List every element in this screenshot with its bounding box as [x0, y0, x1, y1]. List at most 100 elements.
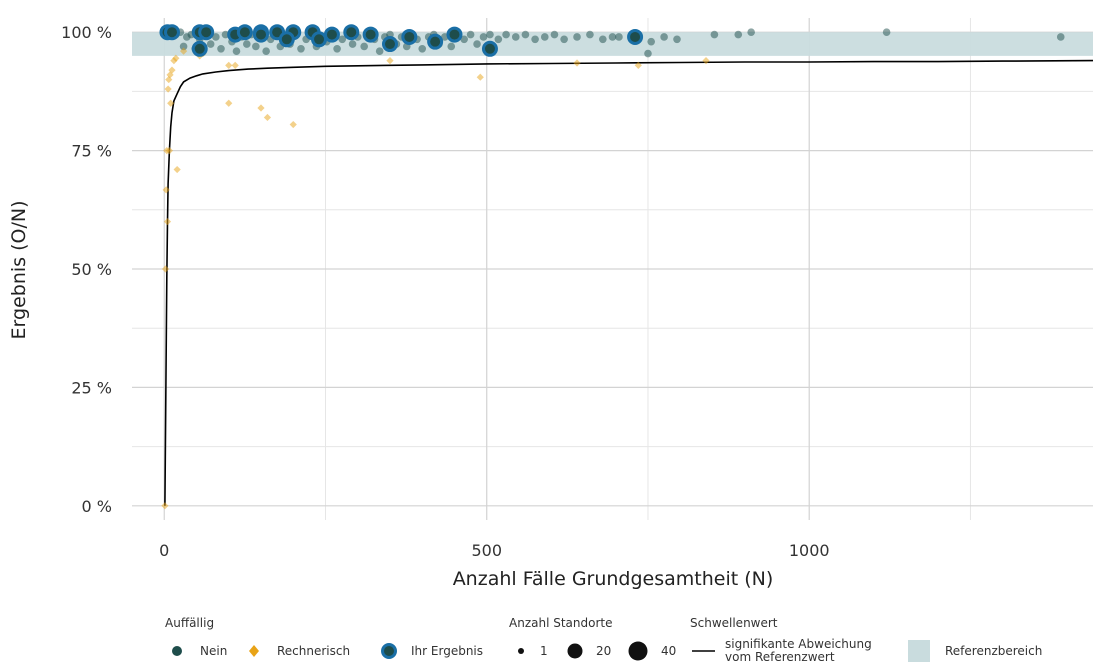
y-tick-label: 50 %: [71, 260, 112, 279]
point-ihr-ergebnis: [198, 24, 215, 41]
point-nein: [252, 42, 260, 51]
point-nein: [494, 35, 503, 44]
legend-symbol-referenzbereich: [908, 640, 930, 662]
point-rechnerisch: [225, 99, 233, 107]
legend-label-threshold-2: vom Referenzwert: [725, 650, 835, 664]
legend-symbol-rechnerisch: [249, 645, 259, 657]
point-rechnerisch: [231, 61, 239, 69]
y-tick-label: 100 %: [61, 23, 112, 42]
legend-symbol-ihr-ergebnis: [381, 643, 397, 659]
point-nein: [608, 33, 617, 41]
point-nein: [338, 35, 347, 44]
point-nein: [360, 42, 368, 51]
point-nein: [660, 33, 668, 41]
point-ihr-ergebnis: [401, 28, 418, 45]
point-nein: [550, 30, 559, 39]
point-nein: [540, 33, 549, 41]
y-axis-ticks: 0 % 25 % 50 % 75 % 100 %: [61, 23, 112, 516]
point-nein: [573, 33, 581, 41]
point-ihr-ergebnis: [427, 33, 444, 50]
point-nein: [479, 33, 488, 41]
x-tick-label: 0: [159, 541, 169, 560]
legend-label-ihr-ergebnis: Ihr Ergebnis: [411, 644, 483, 658]
point-rechnerisch: [386, 57, 394, 65]
point-rechnerisch: [289, 120, 297, 129]
legend-size-40: [628, 641, 648, 661]
x-tick-label: 500: [471, 541, 502, 560]
point-nein: [206, 40, 215, 48]
point-ihr-ergebnis: [446, 26, 463, 43]
point-nein: [232, 47, 241, 55]
point-rechnerisch: [167, 99, 175, 107]
point-nein: [466, 30, 475, 39]
point-rechnerisch: [634, 61, 642, 69]
point-nein: [1056, 33, 1065, 41]
point-ihr-ergebnis: [362, 26, 379, 43]
point-rechnerisch: [173, 165, 181, 174]
point-rechnerisch: [476, 73, 484, 81]
point-nein: [599, 35, 607, 44]
legend: Auffällig Nein Rechnerisch Ihr Ergebnis …: [165, 616, 1042, 664]
x-tick-label: 1000: [789, 541, 830, 560]
point-nein: [212, 33, 220, 41]
legend-symbol-nein: [172, 646, 182, 656]
x-axis-ticks: 0 500 1000: [159, 541, 829, 560]
point-nein: [460, 35, 468, 44]
threshold-curve: [164, 59, 1093, 506]
point-rechnerisch: [161, 265, 170, 273]
point-rechnerisch: [573, 59, 581, 67]
legend-size-label-40: 40: [661, 644, 676, 658]
point-rechnerisch: [163, 218, 172, 226]
point-ihr-ergebnis: [343, 24, 360, 41]
point-ihr-ergebnis: [236, 24, 253, 41]
point-nein: [333, 44, 341, 53]
point-nein: [511, 33, 520, 41]
legend-size-1: [518, 648, 524, 654]
point-nein: [586, 30, 594, 39]
legend-size-label-20: 20: [596, 644, 611, 658]
point-ihr-ergebnis: [191, 40, 208, 57]
point-nein: [447, 42, 456, 51]
point-nein: [615, 33, 623, 41]
point-nein: [179, 42, 188, 51]
legend-title-auffaellig: Auffällig: [165, 616, 214, 630]
point-rechnerisch: [179, 47, 188, 55]
y-tick-label: 75 %: [71, 142, 112, 161]
point-rechnerisch: [164, 85, 172, 93]
data-points: [159, 24, 1065, 510]
legend-label-nein: Nein: [200, 644, 227, 658]
legend-title-schwellenwert: Schwellenwert: [690, 616, 778, 630]
point-rechnerisch: [263, 113, 272, 122]
point-nein: [418, 44, 427, 53]
x-axis-title: Anzahl Fälle Grundgesamtheit (N): [453, 568, 774, 590]
point-nein: [348, 40, 357, 48]
point-ihr-ergebnis: [252, 26, 269, 43]
point-rechnerisch: [162, 186, 170, 194]
y-tick-label: 0 %: [82, 497, 112, 516]
point-nein: [297, 44, 305, 53]
legend-size-20: [567, 643, 583, 659]
point-nein: [560, 35, 568, 44]
point-nein: [262, 47, 270, 55]
point-ihr-ergebnis: [163, 24, 180, 41]
legend-label-rechnerisch: Rechnerisch: [277, 644, 350, 658]
point-rechnerisch: [168, 66, 176, 74]
point-nein: [473, 40, 481, 48]
point-nein: [221, 30, 230, 39]
y-axis-title: Ergebnis (O/N): [8, 201, 30, 340]
gridlines: [132, 18, 1093, 520]
point-rechnerisch: [165, 147, 174, 155]
point-rechnerisch: [172, 54, 180, 62]
point-nein: [673, 35, 681, 44]
point-nein: [521, 30, 530, 39]
point-ihr-ergebnis: [381, 36, 398, 53]
point-rechnerisch: [225, 61, 233, 69]
point-nein: [710, 30, 719, 39]
legend-label-referenzbereich: Referenzbereich: [945, 644, 1042, 658]
point-nein: [647, 37, 655, 46]
point-nein: [486, 30, 494, 39]
point-nein: [375, 47, 384, 55]
point-ihr-ergebnis: [311, 31, 328, 48]
point-ihr-ergebnis: [323, 26, 340, 43]
point-nein: [882, 28, 891, 37]
